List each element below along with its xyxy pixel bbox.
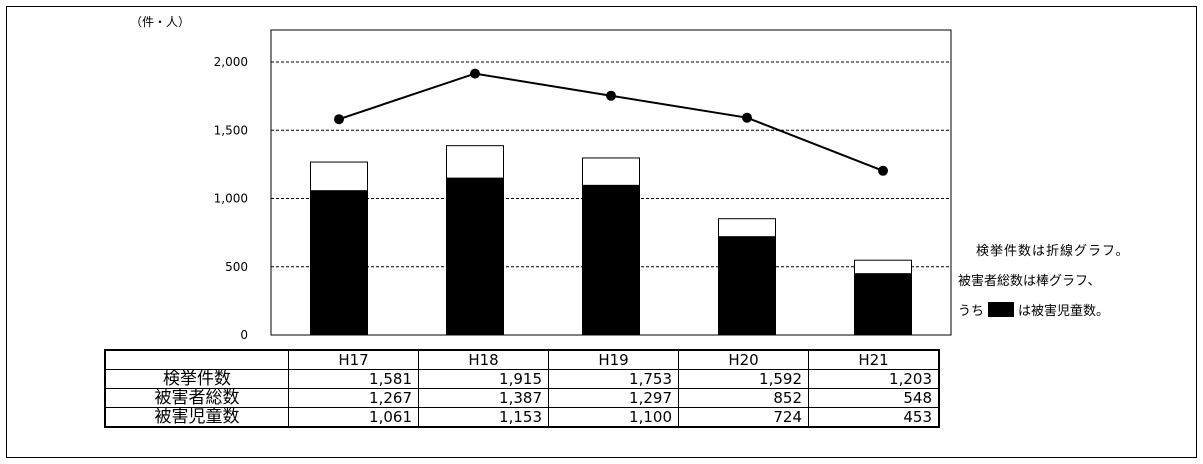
- table-cell: 1,592: [678, 369, 809, 389]
- table-row-label: 被害者総数: [104, 388, 289, 408]
- y-tick-label: 2,000: [214, 55, 248, 69]
- annotation-line3-prefix: うち: [958, 304, 985, 319]
- bar-child-victims: [718, 236, 776, 335]
- bar-child-victims: [582, 184, 640, 335]
- table-cell: 1,100: [548, 407, 679, 428]
- child-victims-swatch: [988, 302, 1015, 317]
- y-tick-label: 500: [225, 260, 248, 274]
- table-header-cell: H17: [288, 349, 419, 370]
- bar-child-victims: [446, 177, 504, 335]
- table-header-cell: H20: [678, 349, 809, 370]
- data-table: H17 H18 H19 H20 H21 検挙件数 1,581 1,915 1,7…: [104, 349, 940, 428]
- unit-label: （件・人）: [130, 15, 190, 29]
- table-cell: 1,581: [288, 369, 419, 389]
- table-corner-cell: [104, 349, 289, 370]
- annotation-line3-suffix: は被害児童数。: [1018, 304, 1110, 319]
- table-header-row: H17 H18 H19 H20 H21: [104, 349, 940, 370]
- table-cell: 1,297: [548, 388, 679, 408]
- y-tick-label: 1,500: [214, 123, 248, 137]
- table-row: 被害者総数 1,267 1,387 1,297 852 548: [104, 388, 940, 408]
- table-header-cell: H18: [418, 349, 549, 370]
- annotation-line2: 被害者総数は棒グラフ、: [958, 274, 1101, 289]
- annotation-line3: うち は被害児童数。: [958, 300, 1109, 319]
- y-axis-ticks: 0 500 1,000 1,500 2,000: [214, 55, 248, 342]
- bars-child-victims: [310, 177, 912, 335]
- bar-child-victims: [854, 273, 912, 335]
- table-cell: 1,203: [808, 369, 940, 389]
- table-cell: 1,153: [418, 407, 549, 428]
- table-cell: 1,061: [288, 407, 419, 428]
- table-cell: 1,387: [418, 388, 549, 408]
- table-row: 検挙件数 1,581 1,915 1,753 1,592 1,203: [104, 369, 940, 389]
- line-point: [470, 68, 480, 79]
- table-row: 被害児童数 1,061 1,153 1,100 724 453: [104, 407, 940, 428]
- table-header-cell: H19: [548, 349, 679, 370]
- table-cell: 1,753: [548, 369, 679, 389]
- annotation-line1: 検挙件数は折線グラフ。: [976, 244, 1130, 259]
- table-cell: 724: [678, 407, 809, 428]
- table-cell: 1,915: [418, 369, 549, 389]
- line-point: [742, 112, 752, 123]
- table-cell: 548: [808, 388, 940, 408]
- line-point: [878, 165, 888, 176]
- line-arrests-path: [338, 72, 884, 172]
- table-cell: 1,267: [288, 388, 419, 408]
- line-point: [606, 90, 616, 101]
- table-cell: 852: [678, 388, 809, 408]
- y-tick-label: 1,000: [214, 192, 248, 206]
- bar-child-victims: [310, 190, 368, 335]
- y-tick-label: 0: [240, 328, 248, 342]
- table-header-cell: H21: [808, 349, 940, 370]
- line-arrests: [334, 68, 888, 176]
- plot-area: [270, 29, 952, 336]
- line-point: [334, 114, 344, 125]
- table-row-label: 被害児童数: [104, 407, 289, 428]
- table-row-label: 検挙件数: [104, 369, 289, 389]
- table-cell: 453: [808, 407, 940, 428]
